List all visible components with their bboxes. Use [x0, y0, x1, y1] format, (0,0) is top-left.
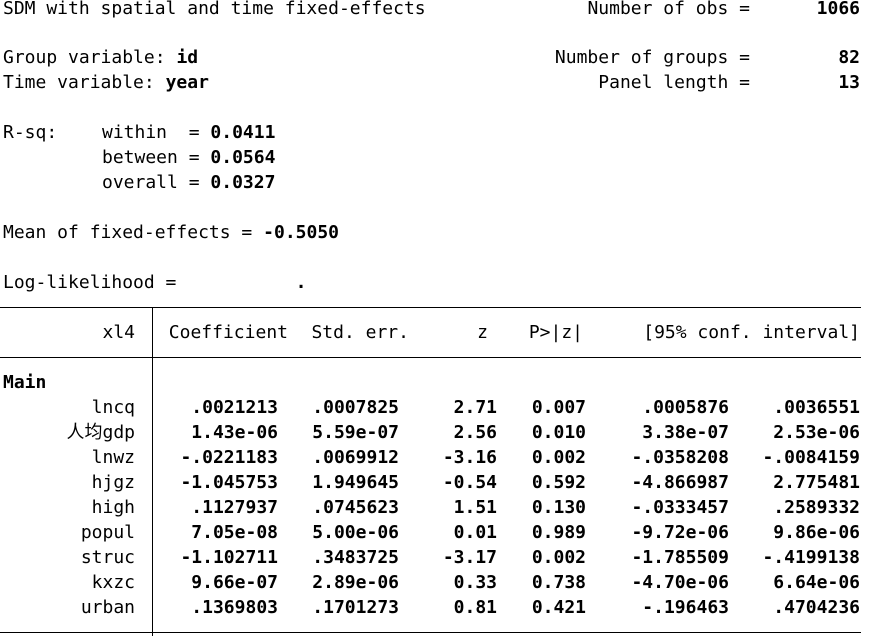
cell-value: .1701273: [312, 597, 399, 618]
cell-value: -.0221183: [180, 447, 278, 468]
cell-value: -.0333457: [631, 497, 729, 518]
group-var-label: Group variable:: [3, 47, 166, 68]
cell-value: 0.421: [531, 597, 586, 618]
cell-value: .0745623: [312, 497, 399, 518]
cell-value: -9.72e-06: [631, 522, 729, 543]
time-var: year: [165, 72, 209, 93]
panel-label: Panel length =: [598, 72, 750, 93]
cell-value: 0.738: [531, 572, 586, 593]
cell-value: 1.949645: [312, 472, 399, 493]
cell-value: .1369803: [191, 597, 278, 618]
table-bottom-rule: [0, 632, 861, 633]
row-label: lnwz: [91, 447, 135, 468]
cell-value: .0036551: [773, 397, 860, 418]
cell-value: -1.102711: [180, 547, 278, 568]
cell-value: -1.045753: [180, 472, 278, 493]
rsq-label: R-sq:: [3, 122, 58, 143]
column-header: Coefficient: [168, 322, 288, 343]
column-header: [95% conf. interval]: [643, 322, 860, 343]
column-header: z: [477, 322, 488, 343]
time-var-label: Time variable:: [3, 72, 155, 93]
cell-value: 5.00e-06: [312, 522, 399, 543]
cell-value: 0.81: [453, 597, 497, 618]
rsq-row-value: 0.0564: [210, 147, 276, 168]
cell-value: 2.56: [453, 422, 497, 443]
cell-value: 1.51: [453, 497, 497, 518]
mean-fe-label: Mean of fixed-effects =: [3, 222, 253, 243]
rsq-row-value: 0.0411: [210, 122, 276, 143]
cell-value: -1.785509: [631, 547, 729, 568]
cell-value: 6.64e-06: [773, 572, 860, 593]
cell-value: 0.989: [531, 522, 586, 543]
table-header-rule: [0, 357, 861, 358]
mean-fe-value: -0.5050: [263, 222, 340, 243]
table-divider: [152, 307, 153, 636]
column-header: P>|z|: [528, 322, 583, 343]
cell-value: .3483725: [312, 547, 399, 568]
cell-value: -3.16: [442, 447, 497, 468]
equation-label: Main: [3, 372, 47, 393]
cell-value: .0069912: [312, 447, 399, 468]
rsq-row-label: within =: [102, 122, 200, 143]
cell-value: 0.010: [531, 422, 586, 443]
cell-value: -4.70e-06: [631, 572, 729, 593]
table-top-rule: [0, 307, 861, 308]
cell-value: 0.002: [531, 547, 586, 568]
groups-label: Number of groups =: [554, 47, 750, 68]
cell-value: 2.71: [453, 397, 497, 418]
row-label: popul: [80, 522, 135, 543]
cell-value: .0005876: [642, 397, 729, 418]
rsq-row-label: between =: [102, 147, 200, 168]
cell-value: .0007825: [312, 397, 399, 418]
column-header: xl4: [102, 322, 135, 343]
cell-value: 2.775481: [773, 472, 860, 493]
cell-value: .4704236: [773, 597, 860, 618]
cell-value: 9.66e-07: [191, 572, 278, 593]
cell-value: 0.33: [453, 572, 497, 593]
cell-value: 0.592: [531, 472, 586, 493]
group-var: id: [176, 47, 199, 68]
cell-value: -.4199138: [762, 547, 860, 568]
cell-value: -3.17: [442, 547, 497, 568]
row-label: high: [91, 497, 135, 518]
cell-value: -4.866987: [631, 472, 729, 493]
cell-value: 0.01: [453, 522, 497, 543]
loglik-value: .: [295, 272, 307, 293]
column-header: Std. err.: [311, 322, 409, 343]
cell-value: 9.86e-06: [773, 522, 860, 543]
groups-value: 82: [838, 47, 860, 68]
rsq-row-value: 0.0327: [210, 172, 276, 193]
cell-value: 0.007: [531, 397, 586, 418]
row-label: 人均gdp: [66, 422, 135, 443]
row-label: struc: [80, 547, 135, 568]
cell-value: -0.54: [442, 472, 497, 493]
cell-value: .2589332: [773, 497, 860, 518]
cell-value: 2.89e-06: [312, 572, 399, 593]
cell-value: -.0084159: [762, 447, 860, 468]
cell-value: 7.05e-08: [191, 522, 278, 543]
cell-value: .1127937: [191, 497, 278, 518]
cell-value: 5.59e-07: [312, 422, 399, 443]
row-label: lncq: [91, 397, 135, 418]
cell-value: 1.43e-06: [191, 422, 278, 443]
obs-label: Number of obs =: [587, 0, 750, 19]
cell-value: .0021213: [191, 397, 278, 418]
row-label: hjgz: [91, 472, 135, 493]
cell-value: 0.130: [531, 497, 586, 518]
rsq-row-label: overall =: [102, 172, 200, 193]
cell-value: -.0358208: [631, 447, 729, 468]
cell-value: -.196463: [642, 597, 729, 618]
loglik-label: Log-likelihood =: [3, 272, 177, 293]
panel-value: 13: [838, 72, 860, 93]
row-label: urban: [80, 597, 135, 618]
cell-value: 3.38e-07: [642, 422, 729, 443]
cell-value: 0.002: [531, 447, 586, 468]
title: SDM with spatial and time fixed-effects: [3, 0, 426, 19]
cell-value: 2.53e-06: [773, 422, 860, 443]
row-label: kxzc: [91, 572, 135, 593]
obs-value: 1066: [816, 0, 860, 19]
